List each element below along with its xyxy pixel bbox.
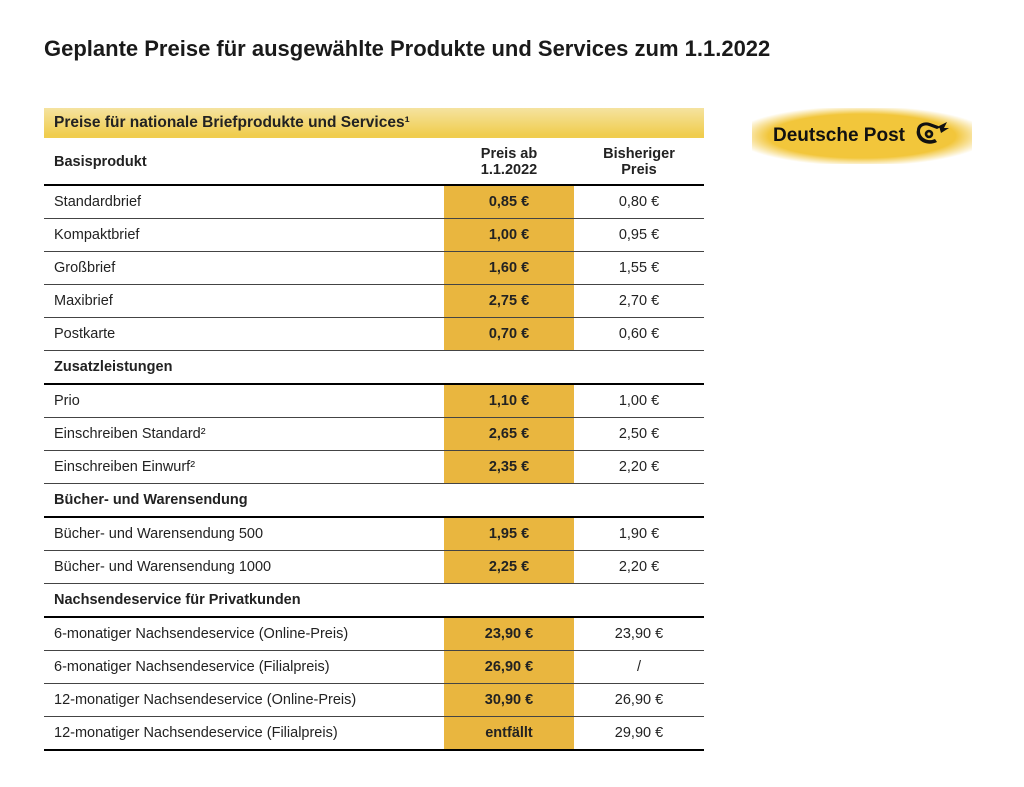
old-price: 1,90 € [574, 517, 704, 551]
table-row: 6-monatiger Nachsendeservice (Online-Pre… [44, 617, 704, 651]
table-row: Einschreiben Standard²2,65 €2,50 € [44, 418, 704, 451]
table-row: 12-monatiger Nachsendeservice (Filialpre… [44, 717, 704, 751]
brand-name: Deutsche Post [773, 125, 905, 147]
product-label: Bücher- und Warensendung 500 [44, 517, 444, 551]
new-price: 0,85 € [444, 185, 574, 219]
product-label: Einschreiben Einwurf² [44, 451, 444, 484]
col-old-price-header: Bisheriger Preis [574, 138, 704, 185]
product-label: Bücher- und Warensendung 1000 [44, 551, 444, 584]
old-price: 26,90 € [574, 684, 704, 717]
table-row: Einschreiben Einwurf²2,35 €2,20 € [44, 451, 704, 484]
table-row: Bücher- und Warensendung 10002,25 €2,20 … [44, 551, 704, 584]
section-header-label: Bücher- und Warensendung [44, 484, 704, 518]
new-price: 2,25 € [444, 551, 574, 584]
table-row: Kompaktbrief1,00 €0,95 € [44, 219, 704, 252]
posthorn-icon [911, 120, 951, 152]
new-price: 1,60 € [444, 252, 574, 285]
table-row: Prio1,10 €1,00 € [44, 384, 704, 418]
old-price: 1,00 € [574, 384, 704, 418]
price-table-container: Preise für nationale Briefprodukte und S… [44, 108, 704, 751]
old-price: 2,50 € [574, 418, 704, 451]
col-product-header: Basisprodukt [44, 138, 444, 185]
new-price: 2,35 € [444, 451, 574, 484]
section-header: Nachsendeservice für Privatkunden [44, 584, 704, 618]
table-row: Maxibrief2,75 €2,70 € [44, 285, 704, 318]
table-row: Großbrief1,60 €1,55 € [44, 252, 704, 285]
new-price: 2,75 € [444, 285, 574, 318]
product-label: Postkarte [44, 318, 444, 351]
new-price: 2,65 € [444, 418, 574, 451]
old-price: 2,20 € [574, 451, 704, 484]
table-row: 6-monatiger Nachsendeservice (Filialprei… [44, 651, 704, 684]
page-title: Geplante Preise für ausgewählte Produkte… [44, 36, 980, 62]
old-price: / [574, 651, 704, 684]
old-price: 2,20 € [574, 551, 704, 584]
old-price: 1,55 € [574, 252, 704, 285]
old-price: 23,90 € [574, 617, 704, 651]
section-header-label: Zusatzleistungen [44, 351, 704, 385]
old-price: 29,90 € [574, 717, 704, 751]
old-price: 0,60 € [574, 318, 704, 351]
price-table-body: Standardbrief0,85 €0,80 €Kompaktbrief1,0… [44, 185, 704, 750]
table-header-row: Basisprodukt Preis ab 1.1.2022 Bisherige… [44, 138, 704, 185]
table-banner: Preise für nationale Briefprodukte und S… [44, 108, 704, 138]
section-header: Zusatzleistungen [44, 351, 704, 385]
section-header-label: Nachsendeservice für Privatkunden [44, 584, 704, 618]
brand-logo: Deutsche Post [752, 108, 972, 164]
old-price: 0,80 € [574, 185, 704, 219]
product-label: 6-monatiger Nachsendeservice (Filialprei… [44, 651, 444, 684]
new-price: 1,00 € [444, 219, 574, 252]
product-label: Einschreiben Standard² [44, 418, 444, 451]
table-row: 12-monatiger Nachsendeservice (Online-Pr… [44, 684, 704, 717]
old-price: 2,70 € [574, 285, 704, 318]
col-new-price-header: Preis ab 1.1.2022 [444, 138, 574, 185]
old-price: 0,95 € [574, 219, 704, 252]
new-price: 26,90 € [444, 651, 574, 684]
product-label: Großbrief [44, 252, 444, 285]
new-price: entfällt [444, 717, 574, 751]
product-label: 12-monatiger Nachsendeservice (Online-Pr… [44, 684, 444, 717]
new-price: 1,10 € [444, 384, 574, 418]
price-table: Basisprodukt Preis ab 1.1.2022 Bisherige… [44, 138, 704, 751]
content-row: Preise für nationale Briefprodukte und S… [44, 108, 980, 751]
new-price: 0,70 € [444, 318, 574, 351]
product-label: Maxibrief [44, 285, 444, 318]
new-price: 1,95 € [444, 517, 574, 551]
product-label: Kompaktbrief [44, 219, 444, 252]
table-row: Postkarte0,70 €0,60 € [44, 318, 704, 351]
table-row: Bücher- und Warensendung 5001,95 €1,90 € [44, 517, 704, 551]
section-header: Bücher- und Warensendung [44, 484, 704, 518]
product-label: 6-monatiger Nachsendeservice (Online-Pre… [44, 617, 444, 651]
product-label: Standardbrief [44, 185, 444, 219]
product-label: Prio [44, 384, 444, 418]
table-row: Standardbrief0,85 €0,80 € [44, 185, 704, 219]
new-price: 30,90 € [444, 684, 574, 717]
product-label: 12-monatiger Nachsendeservice (Filialpre… [44, 717, 444, 751]
new-price: 23,90 € [444, 617, 574, 651]
